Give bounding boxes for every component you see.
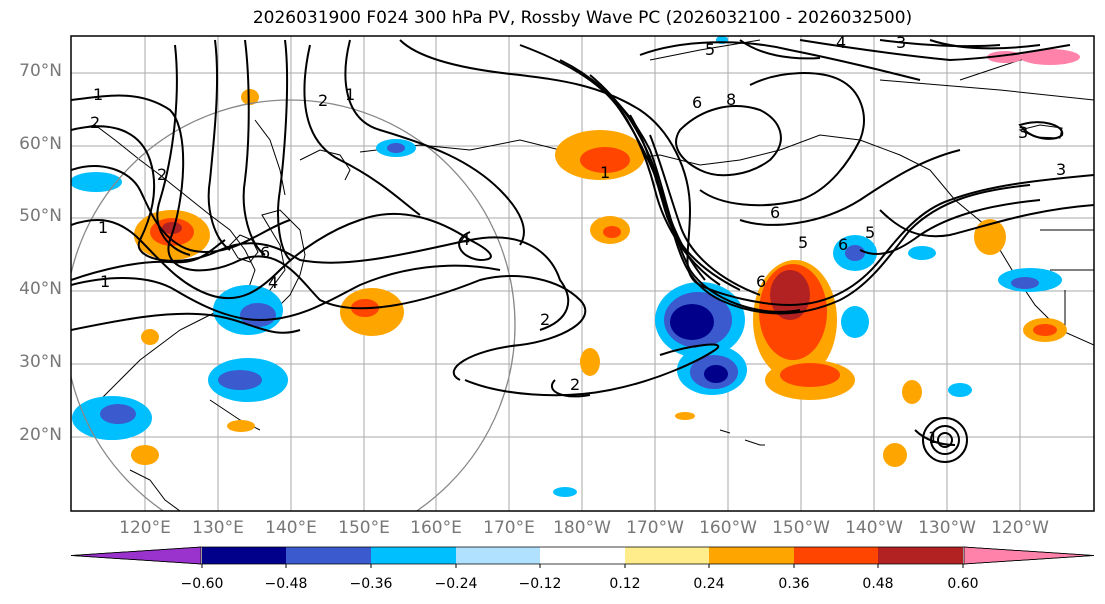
lat-label-20n: 20°N	[19, 425, 62, 445]
lon-label-130e: 130°E	[192, 518, 244, 538]
contour-label: 2	[540, 310, 550, 329]
colorbar-segment	[371, 547, 456, 564]
colorbar-tick: −0.12	[518, 576, 562, 592]
pc-anomaly-fills	[71, 36, 1080, 497]
colorbar-tick: 0.48	[862, 576, 894, 592]
lat-label-40n: 40°N	[19, 279, 62, 299]
map-gridlines	[71, 36, 1094, 511]
contour-label: 6	[692, 93, 702, 112]
lon-label-160e: 160°E	[410, 518, 462, 538]
lon-label-170w: 170°W	[626, 518, 684, 538]
contour-label: 2	[90, 113, 100, 132]
contour-label: 2	[157, 165, 167, 184]
colorbar-segment	[202, 547, 286, 564]
contour-label: 6	[838, 235, 848, 254]
contour-label: 3	[1018, 123, 1028, 142]
lon-label-150w: 150°W	[772, 518, 830, 538]
contour-label: 6	[260, 243, 270, 262]
contour-label: 3	[896, 33, 906, 52]
colorbar-tick: −0.60	[180, 576, 224, 592]
contour-label: 1	[345, 85, 355, 104]
contour-label: 1	[600, 163, 610, 182]
colorbar-segment	[540, 547, 625, 564]
lon-label-140w: 140°W	[845, 518, 903, 538]
lon-label-180w: 180°W	[553, 518, 611, 538]
contour-label: 1	[100, 272, 110, 291]
colorbar-tick: 0.12	[609, 576, 641, 592]
contour-label: 8	[726, 90, 736, 109]
contour-label: 5	[705, 40, 715, 59]
lon-label-120e: 120°E	[119, 518, 171, 538]
colorbar-extend-low	[70, 546, 202, 565]
colorbar-segment	[794, 547, 878, 564]
map-frame	[70, 35, 1095, 512]
lon-label-150e: 150°E	[338, 518, 390, 538]
lat-label-60n: 60°N	[19, 134, 62, 154]
contour-label: 5	[798, 233, 808, 252]
contour-label: 1	[928, 428, 938, 447]
reference-circle	[71, 99, 516, 511]
contour-label: 4	[836, 33, 846, 52]
coastlines	[71, 39, 1094, 511]
lat-label-30n: 30°N	[19, 352, 62, 372]
lon-label-140e: 140°E	[265, 518, 317, 538]
colorbar-segment	[456, 547, 540, 564]
contour-label: 5	[865, 223, 875, 242]
contour-label: 3	[1056, 160, 1066, 179]
colorbar-segment	[878, 547, 963, 564]
colorbar-tick: 0.24	[693, 576, 725, 592]
lon-label-120w: 120°W	[991, 518, 1049, 538]
lon-label-170e: 170°E	[483, 518, 535, 538]
colorbar-tick: −0.48	[264, 576, 308, 592]
contour-label: 2	[318, 91, 328, 110]
contour-label: 4	[460, 230, 470, 249]
colorbar-tick: −0.24	[434, 576, 478, 592]
lat-label-70n: 70°N	[19, 61, 62, 81]
colorbar-extend-high	[963, 546, 1095, 565]
colorbar-segment	[709, 547, 794, 564]
contour-label: 6	[756, 272, 766, 291]
contour-label: 4	[268, 273, 278, 292]
colorbar	[70, 546, 1095, 568]
contour-label: 6	[770, 203, 780, 222]
colorbar-tick: 0.36	[778, 576, 810, 592]
colorbar-tick: 0.60	[947, 576, 979, 592]
colorbar-segment	[286, 547, 371, 564]
contour-label: 1	[98, 218, 108, 237]
colorbar-tick: −0.36	[349, 576, 393, 592]
colorbar-frame	[70, 546, 1095, 565]
map-title: 2026031900 F024 300 hPa PV, Rossby Wave …	[252, 8, 913, 28]
contour-label: 1	[93, 85, 103, 104]
colorbar-segment	[625, 547, 709, 564]
lat-label-50n: 50°N	[19, 206, 62, 226]
lon-label-130w: 130°W	[918, 518, 976, 538]
pv-contours	[71, 39, 1094, 463]
contour-labels: 1 2 1 2 1 2 1 6 4 4 2 2 1 5 6 8 6 5 6 5 …	[90, 33, 1066, 447]
lon-label-160w: 160°W	[699, 518, 757, 538]
contour-label: 2	[570, 375, 580, 394]
